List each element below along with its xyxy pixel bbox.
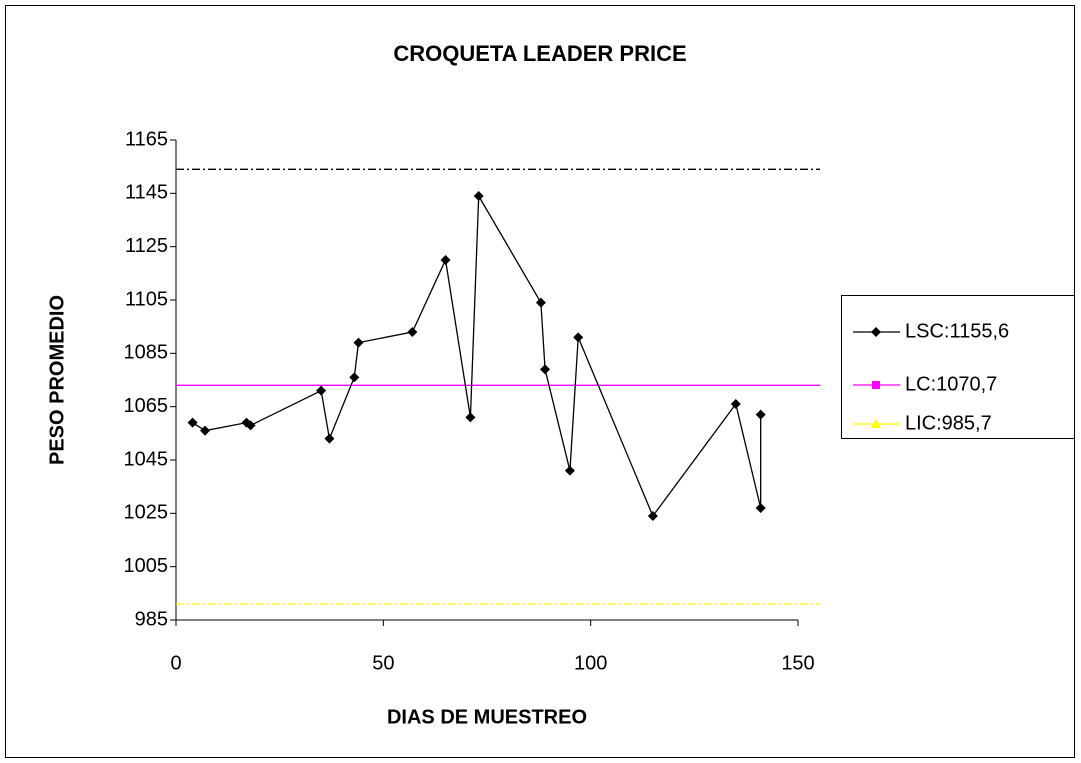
y-tick-label: 1085	[124, 342, 169, 364]
marker	[465, 412, 476, 423]
marker	[573, 332, 584, 343]
y-tick-label: 1005	[124, 555, 169, 577]
x-axis-label: DIAS DE MUESTREO	[387, 706, 587, 728]
marker	[564, 465, 575, 476]
marker	[871, 327, 881, 337]
marker	[187, 417, 198, 428]
marker	[407, 327, 418, 337]
legend-label: LSC:1155,6	[905, 320, 1009, 342]
marker	[730, 399, 741, 409]
marker	[245, 420, 256, 431]
x-tick-label: 150	[781, 652, 814, 674]
y-tick-label: 1165	[125, 128, 168, 150]
x-tick-label: 50	[372, 652, 394, 674]
y-axis-label: PESO PROMEDIO	[46, 295, 68, 465]
marker	[755, 503, 766, 513]
legend-label: LC:1070,7	[905, 373, 997, 395]
y-tick-label: 1025	[124, 502, 169, 524]
marker	[872, 381, 880, 389]
marker	[473, 191, 484, 201]
y-tick-label: 1065	[124, 395, 169, 417]
y-tick-label: 1105	[125, 288, 168, 310]
marker	[647, 511, 658, 521]
marker	[353, 337, 364, 348]
marker	[871, 419, 881, 428]
legend-box	[841, 295, 1075, 439]
marker	[535, 297, 546, 308]
marker	[316, 385, 327, 396]
legend-label: LIC:985,7	[905, 412, 992, 434]
marker	[324, 433, 335, 444]
y-tick-label: 1125	[125, 235, 168, 257]
marker	[540, 364, 551, 375]
marker	[440, 255, 451, 265]
y-tick-label: 985	[135, 608, 168, 630]
marker	[349, 372, 360, 383]
chart-title: CROQUETA LEADER PRICE	[393, 41, 686, 66]
x-tick-label: 0	[170, 652, 181, 674]
y-tick-label: 1045	[124, 448, 169, 470]
data-line	[192, 193, 762, 518]
marker	[755, 409, 766, 420]
x-tick-label: 100	[574, 652, 607, 674]
marker	[200, 425, 211, 436]
y-tick-label: 1145	[125, 182, 168, 204]
